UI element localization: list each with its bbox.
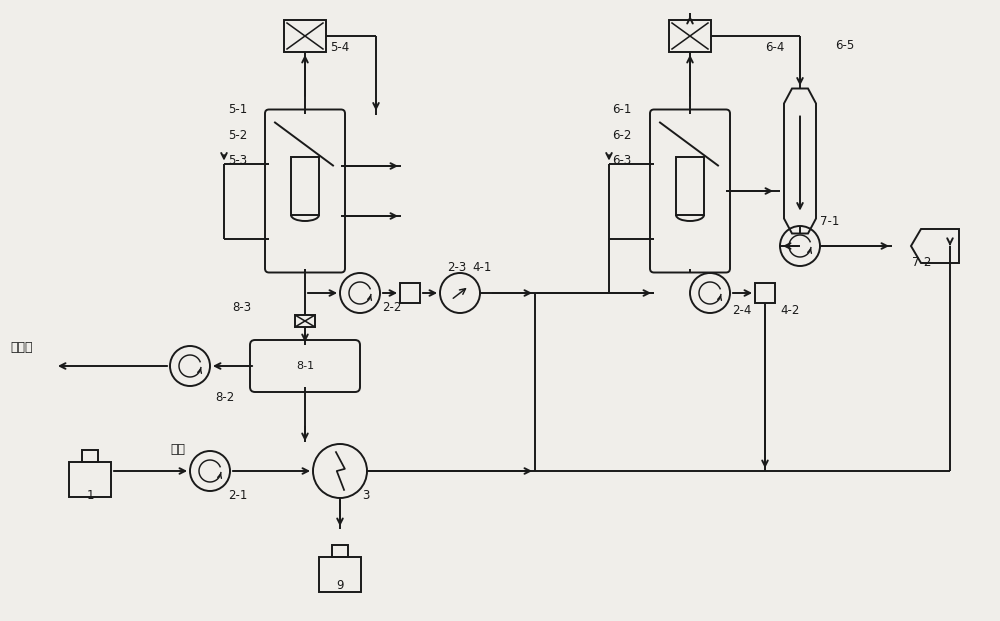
Text: 1: 1 xyxy=(86,489,94,502)
Text: 2-2: 2-2 xyxy=(382,301,401,314)
Bar xyxy=(295,315,315,327)
Text: 6-3: 6-3 xyxy=(612,154,631,167)
Bar xyxy=(69,461,111,497)
Text: 9: 9 xyxy=(336,579,344,592)
Text: 4-2: 4-2 xyxy=(780,304,799,317)
Text: 不凝气: 不凝气 xyxy=(10,341,32,354)
Text: 8-1: 8-1 xyxy=(296,361,314,371)
Text: 8-3: 8-3 xyxy=(232,301,251,314)
Bar xyxy=(400,283,420,303)
Text: 原料: 原料 xyxy=(170,443,185,456)
Text: 5-2: 5-2 xyxy=(228,129,247,142)
Text: 4-1: 4-1 xyxy=(472,261,491,274)
Text: 8-2: 8-2 xyxy=(215,391,234,404)
Text: 2-4: 2-4 xyxy=(732,304,751,317)
Bar xyxy=(291,157,319,215)
Text: 2-1: 2-1 xyxy=(228,489,247,502)
Text: 6-5: 6-5 xyxy=(835,39,854,52)
Text: 5-4: 5-4 xyxy=(330,41,349,54)
Text: 7-2: 7-2 xyxy=(912,256,931,269)
Bar xyxy=(755,283,775,303)
Bar xyxy=(676,157,704,215)
Text: 6-4: 6-4 xyxy=(765,41,784,54)
Text: 5-3: 5-3 xyxy=(228,154,247,167)
Bar xyxy=(669,20,711,52)
Bar xyxy=(82,450,98,461)
Text: 6-2: 6-2 xyxy=(612,129,631,142)
Bar xyxy=(332,545,348,556)
Text: 6-1: 6-1 xyxy=(612,103,631,116)
Bar xyxy=(319,556,361,592)
Text: 5-1: 5-1 xyxy=(228,103,247,116)
Text: 3: 3 xyxy=(362,489,369,502)
Text: 7-1: 7-1 xyxy=(820,215,839,228)
Text: 2-3: 2-3 xyxy=(447,261,466,274)
Bar xyxy=(284,20,326,52)
